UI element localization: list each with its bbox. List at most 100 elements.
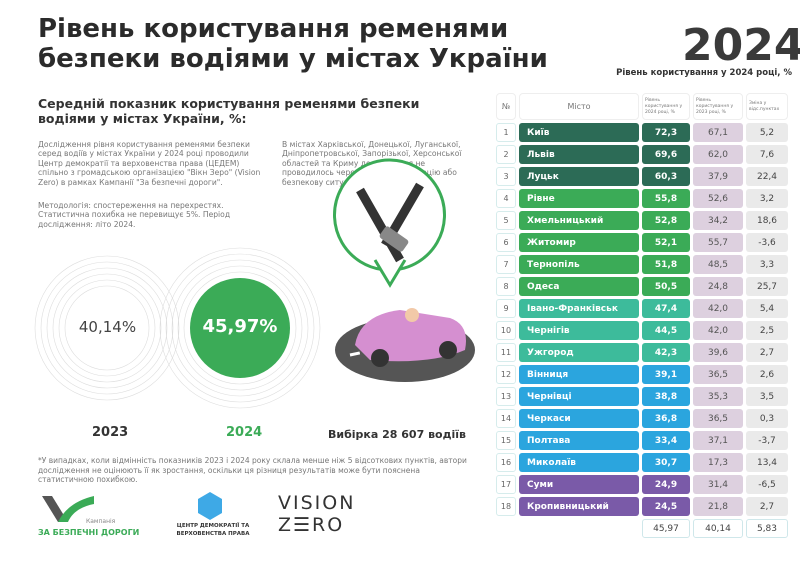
change-value: 13,4 xyxy=(746,453,788,472)
change-value: 18,6 xyxy=(746,211,788,230)
city-name: Черкаси xyxy=(519,409,639,428)
city-name: Тернопіль xyxy=(519,255,639,274)
city-name: Чернігів xyxy=(519,321,639,340)
totals-row: 45,97 40,14 5,83 xyxy=(496,519,788,538)
car-icon xyxy=(355,310,466,362)
table-header: № Місто Рівень користування у 2024 році,… xyxy=(496,93,788,120)
value-2024: 55,8 xyxy=(642,189,690,208)
value-2023: 36,5 xyxy=(693,365,743,384)
value-2024: 30,7 xyxy=(642,453,690,472)
table-row: 13 Чернівці 38,8 35,3 3,5 xyxy=(496,387,788,406)
value-2024: 51,8 xyxy=(642,255,690,274)
table-row: 9 Івано-Франківськ 47,4 42,0 5,4 xyxy=(496,299,788,318)
city-name: Вінниця xyxy=(519,365,639,384)
row-number: 1 xyxy=(496,123,516,142)
value-2023: 34,2 xyxy=(693,211,743,230)
section-title: Середній показник користування ременями … xyxy=(38,96,420,126)
table-row: 5 Хмельницький 52,8 34,2 18,6 xyxy=(496,211,788,230)
value-2024: 24,9 xyxy=(642,475,690,494)
row-number: 14 xyxy=(496,409,516,428)
value-2024: 39,1 xyxy=(642,365,690,384)
total-2023: 40,14 xyxy=(693,519,743,538)
table-row: 11 Ужгород 42,3 39,6 2,7 xyxy=(496,343,788,362)
city-name: Івано-Франківськ xyxy=(519,299,639,318)
city-name: Луцьк xyxy=(519,167,639,186)
col-header-change: Зміна у відс.пунктах xyxy=(746,93,788,120)
value-2024: 33,4 xyxy=(642,431,690,450)
row-number: 17 xyxy=(496,475,516,494)
table-row: 4 Рівне 55,8 52,6 3,2 xyxy=(496,189,788,208)
row-number: 8 xyxy=(496,277,516,296)
value-2023: 17,3 xyxy=(693,453,743,472)
value-2023: 24,8 xyxy=(693,277,743,296)
change-value: 22,4 xyxy=(746,167,788,186)
cedem-logo: ЦЕНТР ДЕМОКРАТІЇ ТА ВЕРХОВЕНСТВА ПРАВА xyxy=(168,492,258,542)
city-name: Київ xyxy=(519,123,639,142)
change-value: -3,7 xyxy=(746,431,788,450)
value-2023: 21,8 xyxy=(693,497,743,516)
campaign-logo: Кампанія ЗА БЕЗПЕЧНІ ДОРОГИ xyxy=(38,492,148,542)
table-row: 18 Кропивницький 24,5 21,8 2,7 xyxy=(496,497,788,516)
change-value: 2,6 xyxy=(746,365,788,384)
col-header-city: Місто xyxy=(519,93,639,120)
city-name: Львів xyxy=(519,145,639,164)
city-name: Кропивницький xyxy=(519,497,639,516)
avg-2024-value: 45,97% xyxy=(202,316,278,337)
table-row: 16 Миколаїв 30,7 17,3 13,4 xyxy=(496,453,788,472)
value-2023: 37,1 xyxy=(693,431,743,450)
value-2024: 24,5 xyxy=(642,497,690,516)
city-name: Ужгород xyxy=(519,343,639,362)
average-circles xyxy=(34,247,321,409)
value-2023: 42,0 xyxy=(693,321,743,340)
value-2024: 72,3 xyxy=(642,123,690,142)
change-value: -3,6 xyxy=(746,233,788,252)
vision-zero-logo: VISION Z☰RO xyxy=(278,492,356,536)
year-heading: 2024 xyxy=(682,20,800,71)
road-v-logo-icon xyxy=(42,496,94,522)
value-2023: 62,0 xyxy=(693,145,743,164)
value-2024: 44,5 xyxy=(642,321,690,340)
value-2024: 52,8 xyxy=(642,211,690,230)
change-value: 3,3 xyxy=(746,255,788,274)
change-value: 3,5 xyxy=(746,387,788,406)
value-2023: 42,0 xyxy=(693,299,743,318)
rings-2023 xyxy=(34,255,180,401)
row-number: 9 xyxy=(496,299,516,318)
value-2023: 35,3 xyxy=(693,387,743,406)
table-row: 8 Одеса 50,5 24,8 25,7 xyxy=(496,277,788,296)
change-value: 5,4 xyxy=(746,299,788,318)
avg-2023-value: 40,14% xyxy=(78,318,137,336)
table-row: 12 Вінниця 39,1 36,5 2,6 xyxy=(496,365,788,384)
row-number: 6 xyxy=(496,233,516,252)
rings-2024 xyxy=(159,247,321,409)
value-2023: 39,6 xyxy=(693,343,743,362)
row-number: 15 xyxy=(496,431,516,450)
col-header-number: № xyxy=(496,93,516,120)
col-header-2024: Рівень користування у 2024 році, % xyxy=(642,93,690,120)
total-2024: 45,97 xyxy=(642,519,690,538)
row-number: 5 xyxy=(496,211,516,230)
methodology-note: Методологія: спостереження на перехрестя… xyxy=(38,201,231,229)
value-2024: 50,5 xyxy=(642,277,690,296)
value-2023: 36,5 xyxy=(693,409,743,428)
city-name: Хмельницький xyxy=(519,211,639,230)
table-row: 10 Чернігів 44,5 42,0 2,5 xyxy=(496,321,788,340)
value-2023: 31,4 xyxy=(693,475,743,494)
city-name: Полтава xyxy=(519,431,639,450)
value-2024: 52,1 xyxy=(642,233,690,252)
feather-logo-icon xyxy=(198,492,222,520)
change-value: 0,3 xyxy=(746,409,788,428)
circle-2024 xyxy=(190,278,290,378)
change-value: 25,7 xyxy=(746,277,788,296)
row-number: 2 xyxy=(496,145,516,164)
change-value: 5,2 xyxy=(746,123,788,142)
value-2023: 48,5 xyxy=(693,255,743,274)
table-row: 2 Львів 69,6 62,0 7,6 xyxy=(496,145,788,164)
row-number: 10 xyxy=(496,321,516,340)
label-2024: 2024 xyxy=(226,425,263,440)
row-number: 13 xyxy=(496,387,516,406)
city-name: Суми xyxy=(519,475,639,494)
change-value: 2,7 xyxy=(746,497,788,516)
value-2024: 47,4 xyxy=(642,299,690,318)
col-header-2023: Рівень користування у 2023 році, % xyxy=(693,93,743,120)
